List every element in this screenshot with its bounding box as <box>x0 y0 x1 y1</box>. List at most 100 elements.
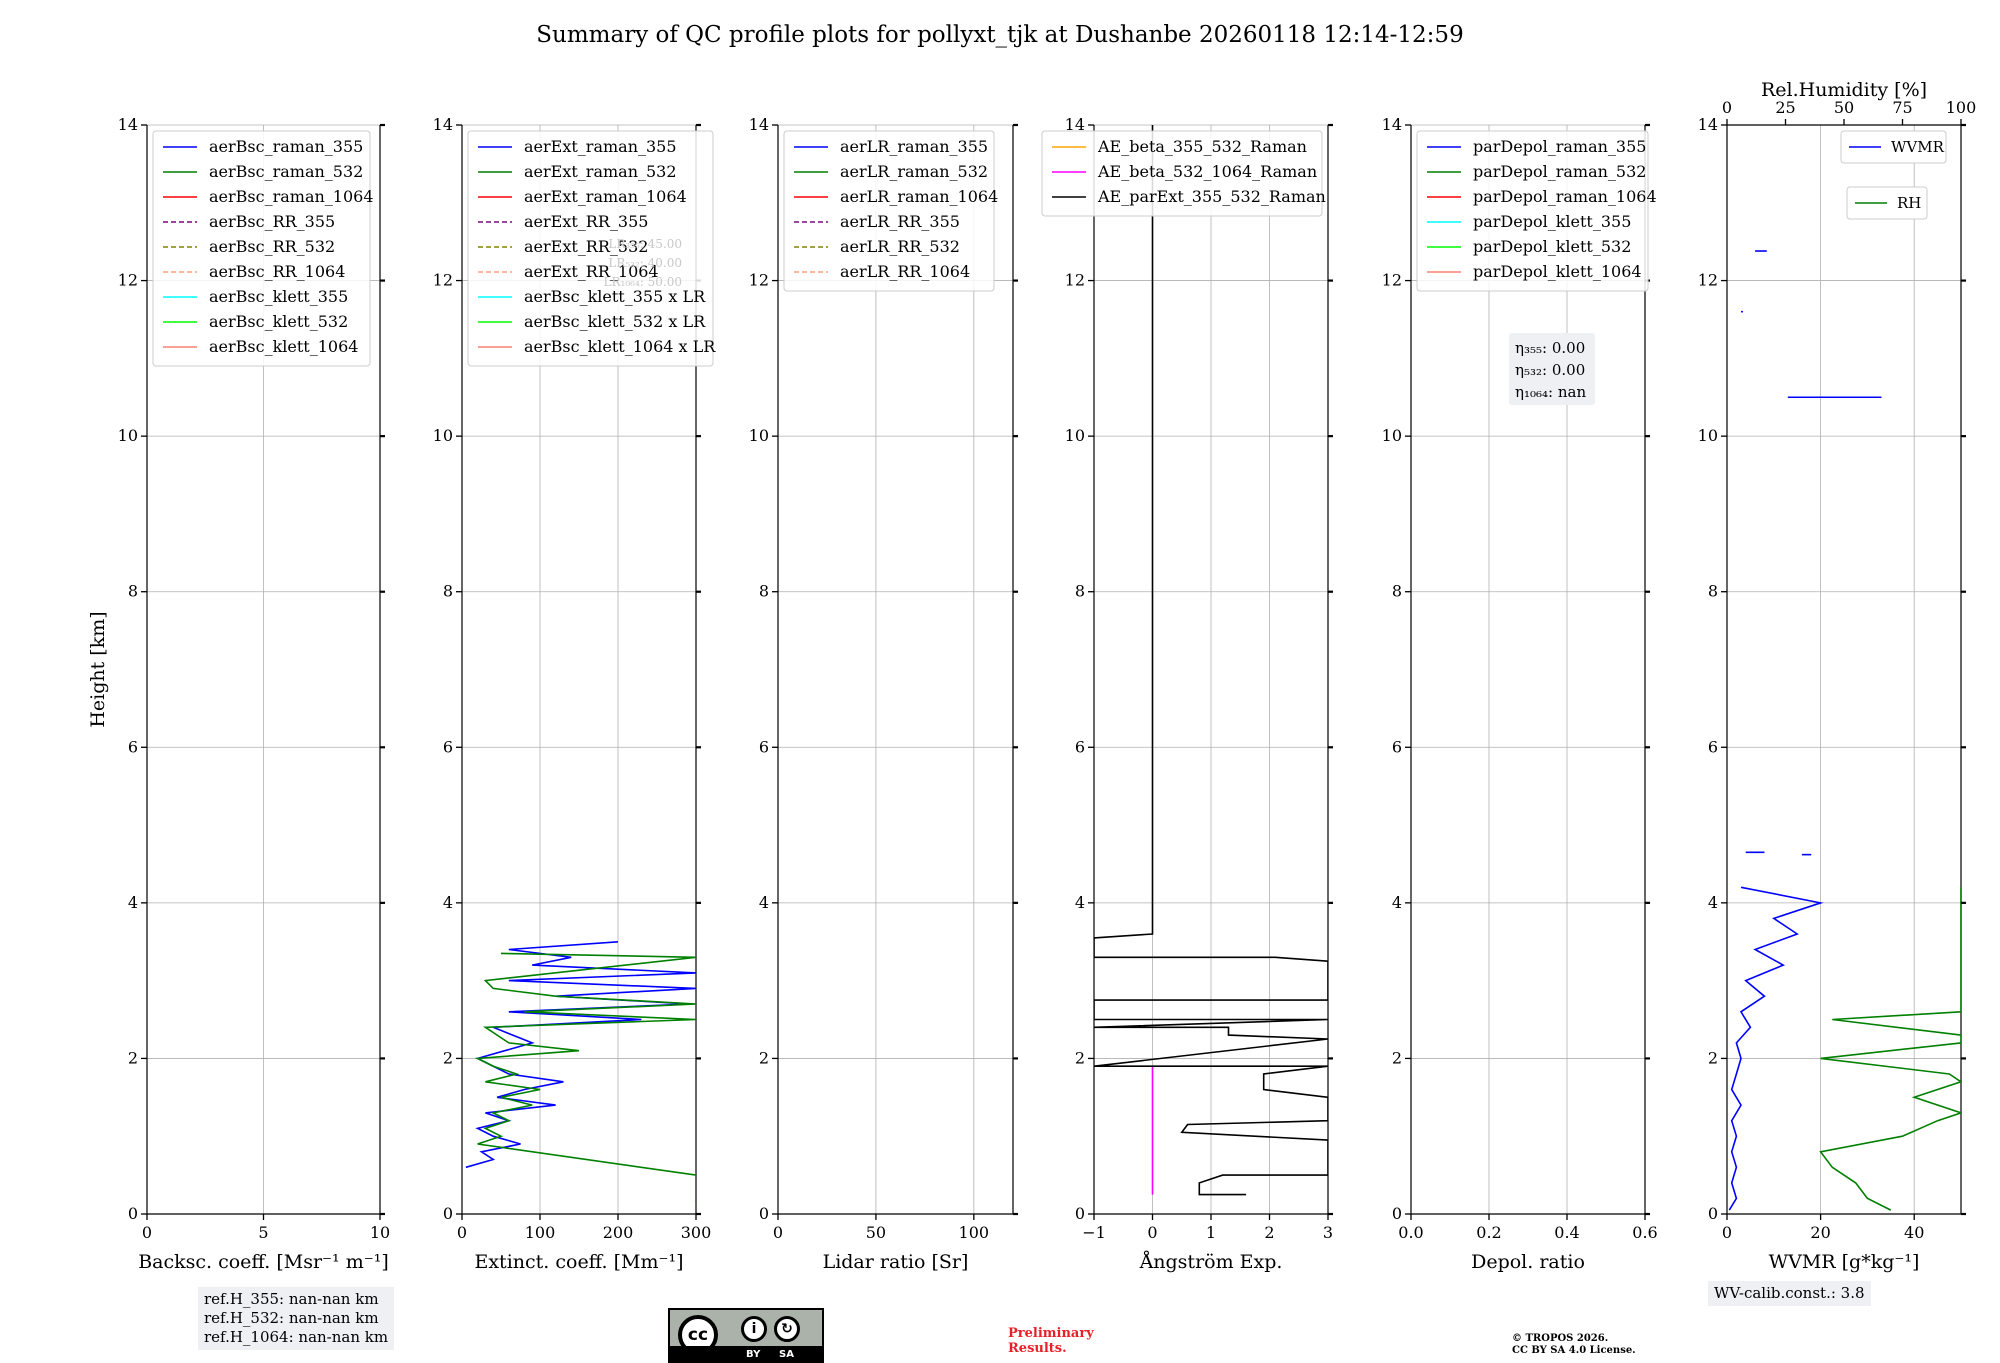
refh-1064: ref.H_1064: nan-nan km <box>204 1328 389 1346</box>
legend-entry-label: aerLR_raman_532 <box>840 162 988 181</box>
y-tick-label: 4 <box>1075 893 1085 912</box>
eta-annotation-box <box>1509 333 1595 405</box>
x-tick-label: 2 <box>1264 1223 1274 1242</box>
legend-entry-label: aerExt_RR_1064 <box>524 262 659 281</box>
x-tick-label: 0 <box>773 1223 783 1242</box>
y-tick-label: 12 <box>118 271 138 290</box>
y-tick-label: 8 <box>443 582 453 601</box>
wv-calibration-box: WV-calib.const.: 3.8 <box>1708 1281 1871 1306</box>
y-tick-label: 2 <box>759 1048 769 1067</box>
copyright-line-1: © TROPOS 2026. <box>1512 1333 1609 1344</box>
cc-by-label: BY <box>746 1349 761 1360</box>
y-tick-label: 10 <box>433 426 453 445</box>
refh-355: ref.H_355: nan-nan km <box>204 1290 379 1308</box>
y-tick-label: 0 <box>1075 1204 1085 1223</box>
x-tick-label: 50 <box>866 1223 886 1242</box>
legend-entry-label: aerBsc_RR_1064 <box>209 262 345 281</box>
x-tick-label: 0.6 <box>1632 1223 1657 1242</box>
preliminary-line-1: Preliminary <box>1008 1326 1094 1341</box>
panel-backscatter: 0 2 4 6 8 10 12 14 0 5 10 Backsc. coeff. [Msr⁻¹ m⁻¹… <box>87 115 390 1273</box>
y-tick-label: 14 <box>1382 115 1402 134</box>
legend-box <box>467 130 714 367</box>
refh-532: ref.H_532: nan-nan km <box>204 1309 379 1327</box>
legend-box <box>152 130 371 367</box>
y-tick-label: 2 <box>1708 1048 1718 1067</box>
legend-entry-label: aerBsc_RR_355 <box>209 212 335 231</box>
y-tick-label: 0 <box>128 1204 138 1223</box>
x-tick-label: 10 <box>370 1223 390 1242</box>
y-tick-label: 4 <box>759 893 769 912</box>
y-tick-label: 4 <box>443 893 453 912</box>
y-tick-label: 0 <box>443 1204 453 1223</box>
x-tick-label: 100 <box>959 1223 990 1242</box>
y-tick-label: 6 <box>759 737 769 756</box>
y-tick-label: 4 <box>1708 893 1718 912</box>
legend-entry-label: parDepol_raman_1064 <box>1473 187 1657 206</box>
panel-extinction: 0 2 4 6 8 10 12 14 0 100 200 300 Extinct. coeff. [Mm… <box>433 115 717 1273</box>
legend-entry-label: aerExt_RR_532 <box>524 237 648 256</box>
x-tick-label: 40 <box>1904 1223 1924 1242</box>
x-tick-label: 0 <box>1147 1223 1157 1242</box>
y-tick-label: 8 <box>1075 582 1085 601</box>
y-tick-label: 8 <box>128 582 138 601</box>
y-tick-label: 2 <box>128 1048 138 1067</box>
legend-entry-label: aerExt_raman_1064 <box>524 187 687 206</box>
series-line-aerExt_raman_355 <box>465 941 696 1169</box>
x-tick-label: 200 <box>603 1223 634 1242</box>
legend-entry-label: aerBsc_klett_1064 <box>209 337 358 356</box>
eta-annotation-text: η₅₃₂: 0.00 <box>1515 361 1585 379</box>
attribution-icon: i <box>741 1316 767 1342</box>
series-line-aerExt_raman_532 <box>474 952 696 1203</box>
y-tick-label: 14 <box>118 115 138 134</box>
legend-box <box>1416 130 1649 292</box>
y-tick-label: 10 <box>118 426 138 445</box>
legend-entry-label: AE_beta_355_532_Raman <box>1097 137 1307 156</box>
y-tick-label: 0 <box>1392 1204 1402 1223</box>
wv-calib-text: WV-calib.const.: 3.8 <box>1714 1284 1865 1302</box>
legend-entry-label: aerExt_RR_355 <box>524 212 648 231</box>
y-tick-label: 2 <box>443 1048 453 1067</box>
eta-annotation-text: η₃₅₅: 0.00 <box>1515 339 1585 357</box>
lidar-ratio-annotation: LR₅₃₂: 40.00 <box>608 256 682 270</box>
eta-annotation-text: η₁₀₆₄: nan <box>1515 383 1586 401</box>
y-tick-label: 12 <box>749 271 769 290</box>
legend-entry-label: aerBsc_klett_355 x LR <box>524 287 706 306</box>
lidar-ratio-annotation: LR₁₀₆₄: 50.00 <box>604 275 682 289</box>
legend-entry-label: AE_parExt_355_532_Raman <box>1097 187 1326 206</box>
series-line-WVMR <box>1728 886 1824 1211</box>
y-tick-label: 6 <box>1392 737 1402 756</box>
series-line-RH <box>1819 887 1961 1211</box>
x2-axis-label: Rel.Humidity [%] <box>1761 79 1927 101</box>
legend-entry-label: aerLR_RR_532 <box>840 237 960 256</box>
legend-entry-label: aerExt_raman_355 <box>524 137 677 156</box>
legend-entry-label: AE_beta_532_1064_Raman <box>1097 162 1317 181</box>
y-tick-label: 10 <box>749 426 769 445</box>
y-tick-label: 12 <box>1065 271 1085 290</box>
x-tick-label: 100 <box>525 1223 556 1242</box>
preliminary-results-note: Preliminary Results. <box>1008 1326 1094 1356</box>
legend-entry-label: parDepol_klett_1064 <box>1473 262 1642 281</box>
y-tick-label: 6 <box>443 737 453 756</box>
x-tick-label: 300 <box>681 1223 712 1242</box>
y-tick-label: 0 <box>1708 1204 1718 1223</box>
x-axis-label: WVMR [g*kg⁻¹] <box>1769 1251 1920 1273</box>
x-axis-label: Lidar ratio [Sr] <box>823 1251 969 1273</box>
series-line-AE_parExt_355_532_Raman <box>1094 125 1328 1196</box>
reference-height-box: ref.H_355: nan-nan km ref.H_532: nan-nan… <box>198 1287 395 1350</box>
y-tick-label: 10 <box>1065 426 1085 445</box>
y-tick-label: 8 <box>1392 582 1402 601</box>
share-alike-icon: ↻ <box>774 1316 800 1342</box>
y-tick-label: 14 <box>433 115 453 134</box>
cc-badge-bar <box>670 1346 822 1361</box>
y-tick-label: 4 <box>1392 893 1402 912</box>
cc-sa-label: SA <box>779 1349 794 1360</box>
y-tick-label: 6 <box>1708 737 1718 756</box>
x-tick-label: 0.2 <box>1476 1223 1501 1242</box>
legend-entry-label: aerLR_RR_355 <box>840 212 960 231</box>
y-tick-label: 12 <box>1382 271 1402 290</box>
x2-tick-label: 25 <box>1775 98 1795 117</box>
legend-entry-label: aerBsc_RR_532 <box>209 237 335 256</box>
x-tick-label: 3 <box>1323 1223 1333 1242</box>
